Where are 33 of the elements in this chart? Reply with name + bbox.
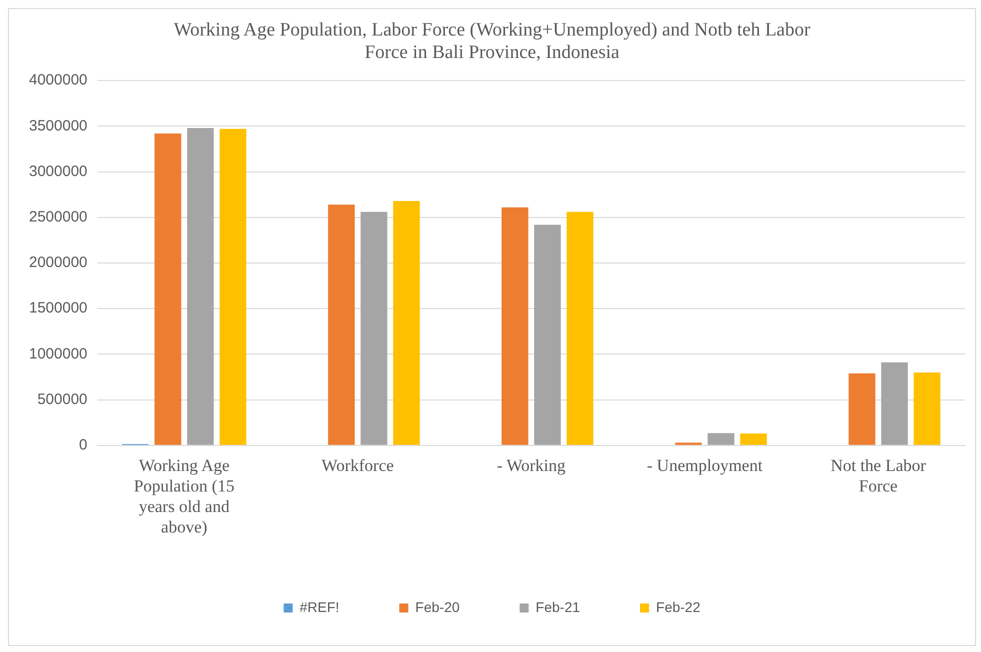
x-tick-label: Working Age Population (15 years old and above) (134, 456, 234, 536)
bar (187, 128, 214, 445)
chart-title: Working Age Population, Labor Force (Working+Unemployed) and Notb teh Labor Force in Bali Province, Indonesia (174, 19, 811, 64)
bar (881, 362, 908, 445)
y-tick-label: 2500000 (28, 208, 88, 226)
y-tick-label: 3000000 (28, 162, 88, 180)
y-tick-label: 500000 (37, 390, 88, 408)
legend-label: Feb-21 (536, 598, 580, 615)
bar (914, 372, 940, 445)
bar (534, 224, 561, 445)
x-tick-label: Workforce (322, 456, 394, 476)
x-tick-label: - Unemployment (646, 456, 763, 476)
x-tick-label: - Working (496, 456, 566, 476)
y-tick-label: 2000000 (28, 254, 88, 272)
bar (393, 200, 420, 445)
legend-label: Feb-22 (656, 598, 701, 615)
bar (502, 207, 528, 445)
y-tick-label: 3500000 (28, 117, 88, 134)
bar (566, 212, 594, 445)
bar (328, 204, 355, 445)
y-tick-label: 0 (79, 436, 88, 454)
bar (740, 434, 767, 445)
bar (220, 128, 246, 445)
bar (708, 433, 734, 445)
bar (848, 373, 876, 445)
legend-label: Feb-20 (415, 598, 460, 615)
bar (360, 212, 388, 445)
y-tick-label: 4000000 (28, 72, 88, 89)
y-tick-label: 1500000 (28, 300, 88, 317)
y-tick-label: 1000000 (28, 345, 88, 362)
x-tick-label: Not the Labor Force (830, 456, 926, 496)
legend-label: #REF! (300, 598, 340, 615)
bar (154, 133, 182, 445)
